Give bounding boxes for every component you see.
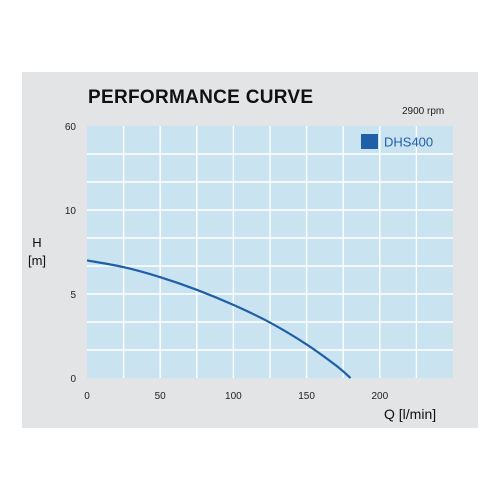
- y-tick-label: 10: [65, 206, 77, 217]
- chart-title: PERFORMANCE CURVE: [88, 87, 314, 108]
- legend-label: DHS400: [384, 135, 433, 150]
- x-axis-label: Q [l/min]: [384, 406, 437, 422]
- y-axis-label-unit: [m]: [27, 253, 47, 268]
- x-tick-label: 100: [225, 391, 242, 402]
- y-axis-label: H [m]: [22, 234, 52, 270]
- chart-subtitle-rpm: 2900 rpm: [402, 106, 445, 117]
- x-tick-label: 50: [155, 391, 167, 402]
- x-tick-label: 200: [371, 391, 388, 402]
- y-tick-label: 5: [70, 290, 76, 301]
- y-tick-label: 0: [70, 374, 76, 385]
- series-line-dhs400: [86, 259, 352, 379]
- y-axis-label-symbol: H: [32, 235, 42, 250]
- y-tick-label: 60: [65, 122, 77, 133]
- x-tick-label: 150: [298, 391, 315, 402]
- x-tick-label: 0: [84, 391, 90, 402]
- legend-swatch: [361, 134, 378, 149]
